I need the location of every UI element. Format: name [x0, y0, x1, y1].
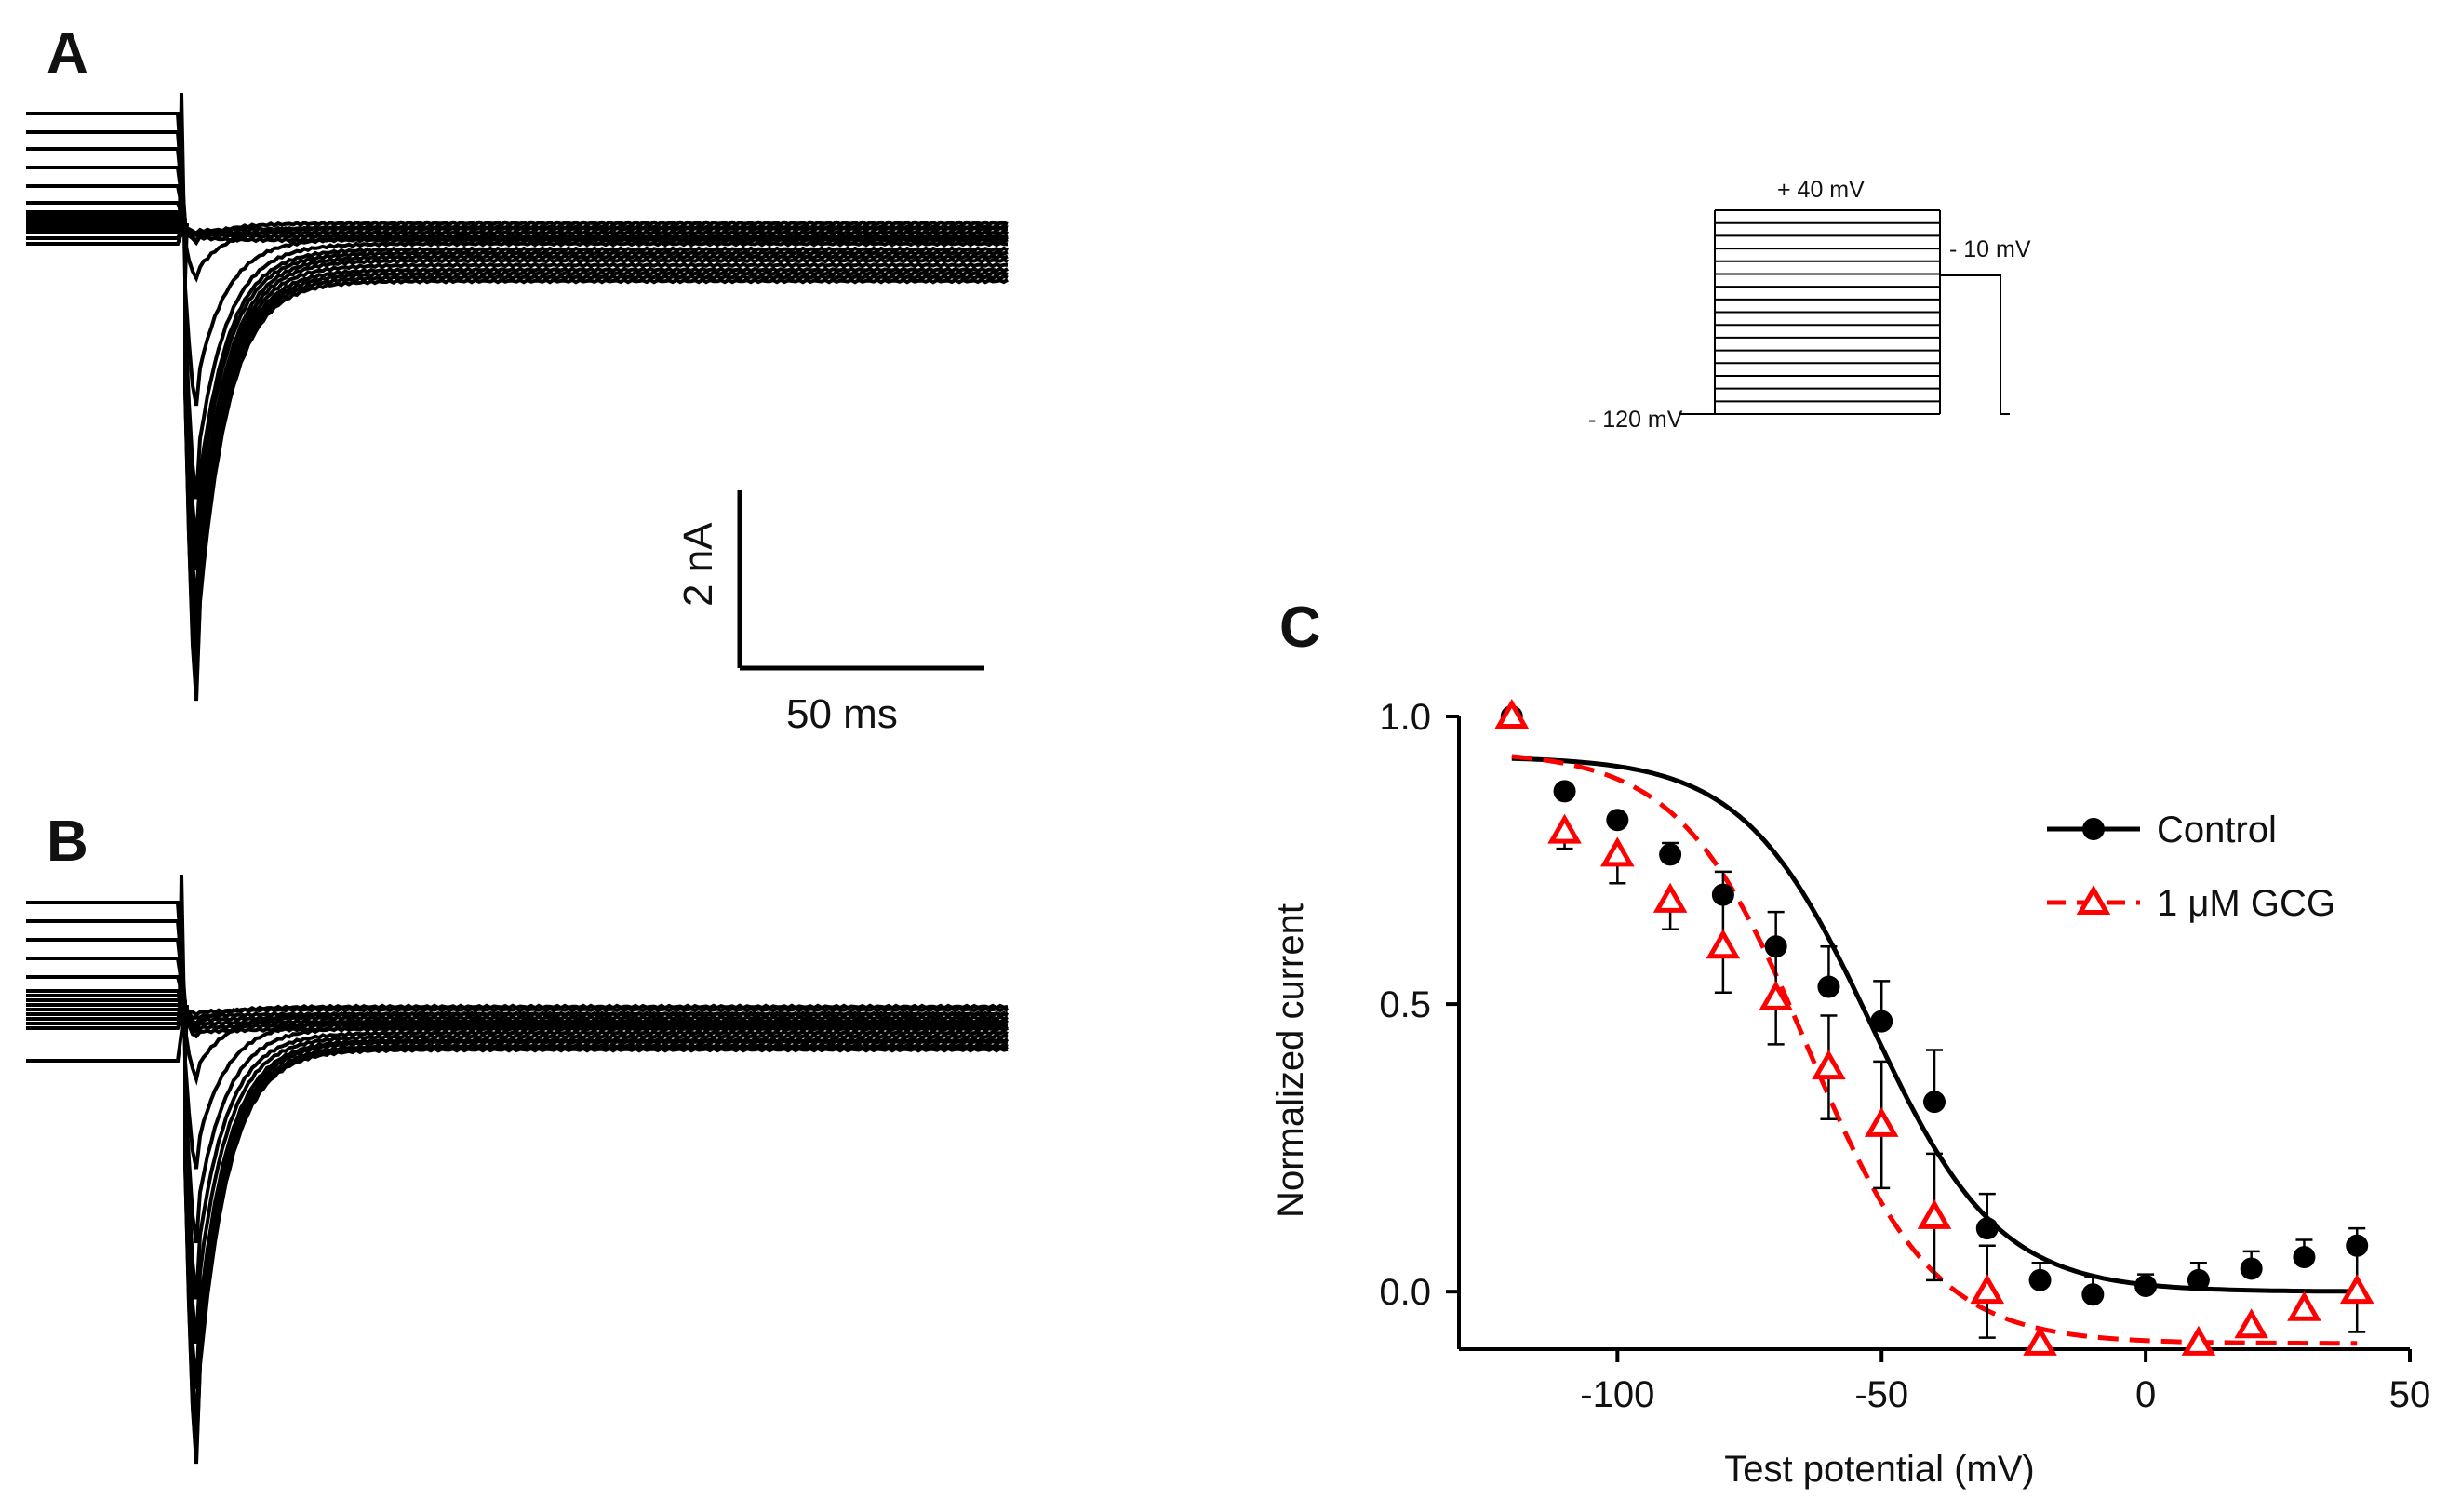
data-point-control: [1606, 809, 1629, 832]
data-point-gcg: [2023, 1325, 2057, 1356]
data-point-gcg: [1812, 1050, 1846, 1080]
current-trace: [26, 219, 1009, 244]
current-trace: [26, 1004, 1010, 1039]
panel-label-b: B: [47, 810, 88, 874]
scale-bar-time-label: 50 ms: [786, 691, 898, 737]
x-tick-label: 0: [2135, 1374, 2156, 1415]
current-trace: [26, 112, 1009, 247]
data-point-gcg: [1759, 980, 1793, 1010]
protocol-test-label: - 10 mV: [1949, 236, 2031, 262]
current-trace: [26, 214, 1009, 240]
data-point-control: [1711, 883, 1734, 906]
fit-curve-control: [1511, 756, 2358, 1294]
current-trace: [26, 1004, 1009, 1458]
data-point-control: [2187, 1268, 2210, 1291]
data-point-control: [1975, 1217, 1999, 1240]
data-point-gcg: [1864, 1106, 1899, 1137]
current-trace: [26, 1003, 1010, 1018]
legend-marker-control: [2082, 818, 2105, 840]
protocol-steps: [1679, 209, 2010, 415]
protocol-hold-label: - 120 mV: [1588, 407, 1683, 433]
data-point-control: [2081, 1283, 2105, 1306]
current-trace: [26, 989, 1009, 1344]
current-trace: [26, 938, 1009, 1170]
data-point-control: [1870, 1010, 1893, 1033]
legend-label: 1 μM GCG: [2157, 883, 2335, 924]
current-trace: [26, 218, 1009, 637]
data-point-gcg: [1970, 1274, 2005, 1305]
current-trace: [26, 221, 1009, 236]
data-points: [1494, 698, 2374, 1356]
data-point-control: [2240, 1257, 2263, 1280]
data-point-control: [1659, 843, 1682, 866]
current-trace: [26, 222, 1009, 688]
voltage-protocol: + 40 mV - 10 mV - 120 mV: [1588, 177, 2031, 433]
legend-label: Control: [2157, 810, 2277, 850]
y-tick-label: 0.0: [1379, 1272, 1431, 1313]
data-point-gcg: [2287, 1291, 2321, 1321]
data-point-gcg: [1652, 882, 1688, 913]
protocol-top-label: + 40 mV: [1777, 177, 1865, 203]
current-trace: [26, 218, 1009, 673]
data-point-gcg: [2234, 1308, 2268, 1339]
current-trace: [26, 1004, 1009, 1025]
current-trace: [26, 994, 1009, 1033]
data-point-gcg: [1494, 698, 1530, 729]
data-point-control: [2134, 1275, 2158, 1297]
x-tick-label: -50: [1854, 1374, 1908, 1415]
data-point-gcg: [1706, 929, 1741, 959]
current-trace: [26, 222, 1009, 696]
panel-label-c: C: [1279, 595, 1321, 660]
data-point-control: [2028, 1268, 2052, 1291]
y-axis-label: Normalized current: [1270, 903, 1311, 1218]
current-trace: [26, 220, 1009, 654]
current-trace: [26, 184, 1009, 545]
data-point-gcg: [1600, 836, 1635, 867]
panel-label-a: A: [47, 21, 88, 86]
data-point-gcg: [2339, 1274, 2374, 1305]
current-trace: [26, 1004, 1009, 1445]
current-traces-control: [26, 92, 1009, 702]
data-point-gcg: [1917, 1198, 1952, 1229]
current-trace: [26, 166, 1009, 500]
data-point-gcg: [2181, 1325, 2216, 1356]
scale-bar: 2 nA 50 ms: [676, 490, 984, 737]
current-trace: [26, 998, 1010, 1389]
current-trace: [26, 201, 1009, 571]
protocol-test-pulse: [1939, 210, 2010, 415]
current-trace: [26, 220, 1009, 237]
inactivation-chart: -100 -50 0 500.00.51.0 Test potential (mV) …: [1270, 697, 2430, 1490]
current-trace: [26, 1004, 1009, 1465]
chart-ticks: -100 -50 0 50 0.0 0.5 1.0: [1379, 697, 2430, 1415]
data-point-control: [1764, 935, 1787, 958]
current-trace: [26, 975, 1009, 1300]
chart-legend: Control 1 μM GCG: [2047, 810, 2335, 924]
legend-marker-gcg: [2076, 884, 2111, 915]
current-traces-gcg: [26, 874, 1010, 1465]
current-trace: [26, 218, 1009, 702]
x-tick-label: 50: [2389, 1374, 2431, 1415]
x-tick-label: -100: [1580, 1374, 1654, 1415]
scale-bar-current-label: 2 nA: [676, 522, 721, 607]
data-point-control: [1817, 975, 1840, 998]
y-tick-label: 1.0: [1379, 697, 1431, 738]
current-trace: [26, 901, 1009, 1027]
data-point-gcg: [1547, 813, 1582, 844]
current-trace: [26, 210, 1009, 609]
current-trace: [26, 1001, 1009, 1035]
data-point-control: [1923, 1091, 1946, 1114]
data-point-control: [2346, 1234, 2369, 1257]
current-trace: [26, 1001, 1009, 1428]
y-tick-label: 0.5: [1379, 984, 1431, 1025]
data-point-control: [2293, 1246, 2316, 1269]
data-point-control: [1553, 780, 1576, 803]
x-axis-label: Test potential (mV): [1724, 1449, 2034, 1490]
